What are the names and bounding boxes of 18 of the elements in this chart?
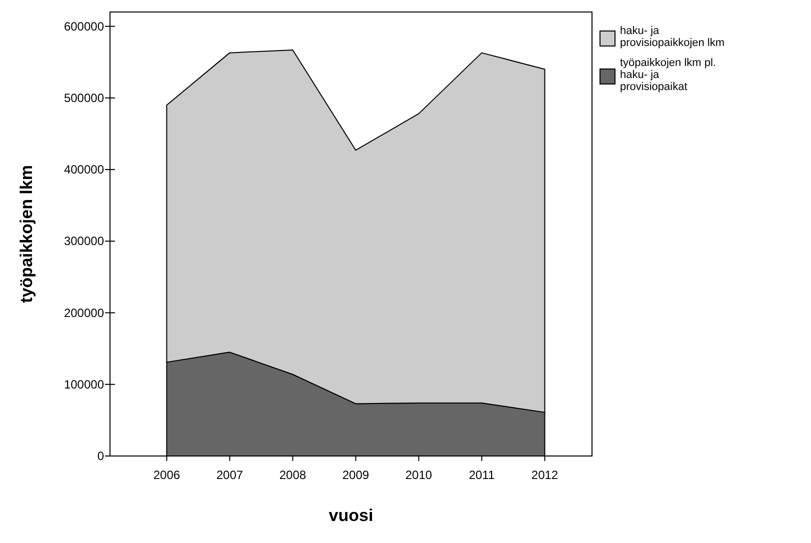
y-tick-label: 300000 [64, 234, 104, 248]
y-tick-label: 600000 [64, 19, 104, 34]
x-tick-label: 2009 [342, 468, 370, 482]
y-axis-title: työpaikkojen lkm [17, 165, 36, 303]
y-tick-label: 200000 [64, 306, 104, 320]
x-axis-title: vuosi [328, 506, 374, 525]
y-tick-label: 400000 [64, 162, 104, 177]
legend-label: haku- ja provisiopaikkojen lkm [620, 25, 725, 49]
x-tick-label: 2007 [216, 468, 244, 482]
x-tick-label: 2006 [153, 468, 180, 482]
x-tick-label: 2010 [405, 468, 432, 482]
y-tick-label: 0 [97, 449, 104, 463]
y-tick-label: 100000 [64, 377, 104, 392]
x-tick-label: 2008 [279, 468, 306, 482]
legend-label: työpaikkojen lkm pl. haku- ja provisiopaikat [620, 57, 716, 93]
x-tick-label: 2012 [531, 468, 558, 482]
x-tick-label: 2011 [468, 468, 495, 482]
y-tick-label: 500000 [64, 90, 104, 105]
